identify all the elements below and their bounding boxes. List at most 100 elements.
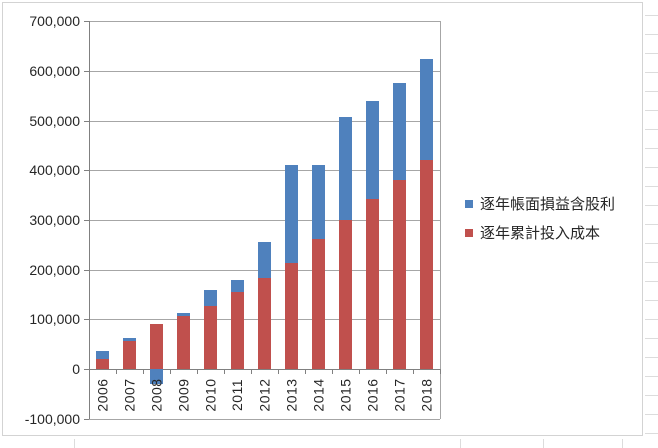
category-tick <box>143 369 144 374</box>
category-label: 2008 <box>148 378 165 412</box>
category-tick <box>440 369 441 374</box>
y-axis-tick <box>84 369 89 370</box>
bar-segment-2013[interactable] <box>285 165 298 264</box>
sheet-cell-border <box>645 262 658 263</box>
sheet-cell-border <box>645 34 658 35</box>
bar-segment-2010[interactable] <box>204 305 217 369</box>
category-tick <box>332 369 333 374</box>
category-label-wrap: 2014 <box>310 372 328 418</box>
category-label: 2011 <box>229 378 246 412</box>
sheet-cell-border <box>645 148 658 149</box>
bar-segment-2014[interactable] <box>312 165 325 240</box>
y-axis-label: 100,000 <box>29 311 80 328</box>
sheet-cell-border <box>645 338 658 339</box>
sheet-cell-border <box>645 357 658 358</box>
y-axis-label: 200,000 <box>29 261 80 278</box>
bar-segment-2014[interactable] <box>312 239 325 369</box>
category-label-wrap: 2016 <box>364 372 382 418</box>
category-tick <box>224 369 225 374</box>
sheet-cell-border <box>645 15 658 16</box>
sheet-cell-border <box>645 224 658 225</box>
y-gridline <box>89 170 440 172</box>
sheet-cell-border <box>645 167 658 168</box>
bar-segment-2007[interactable] <box>123 337 136 342</box>
bar-segment-2018[interactable] <box>420 159 433 369</box>
bar-segment-2017[interactable] <box>393 82 406 181</box>
category-tick <box>359 369 360 374</box>
category-label: 2017 <box>391 378 408 412</box>
bar-segment-2006[interactable] <box>96 359 109 369</box>
legend-swatch-red <box>465 228 473 237</box>
y-axis-tick <box>84 70 89 72</box>
bar-segment-2006[interactable] <box>96 350 109 360</box>
bar-segment-2007[interactable] <box>123 341 136 369</box>
legend-item-profit[interactable]: 逐年帳面損益含股利 <box>465 193 615 214</box>
bar-segment-2016[interactable] <box>366 199 379 369</box>
y-gridline <box>89 70 440 72</box>
bar-segment-2013[interactable] <box>285 263 298 369</box>
legend-item-cost[interactable]: 逐年累計投入成本 <box>465 222 615 243</box>
sheet-cell-border <box>645 433 658 434</box>
category-tick <box>413 369 414 374</box>
category-label: 2018 <box>418 378 435 412</box>
sheet-cell-border <box>645 91 658 92</box>
bar-segment-2015[interactable] <box>339 117 352 220</box>
bar-segment-2017[interactable] <box>393 180 406 369</box>
bar-segment-2010[interactable] <box>204 290 217 306</box>
sheet-cell-border <box>645 53 658 54</box>
sheet-cell-border <box>645 110 658 111</box>
category-label: 2006 <box>94 378 111 412</box>
category-label-wrap: 2018 <box>418 372 436 418</box>
bar-segment-2008[interactable] <box>150 324 163 369</box>
category-label: 2012 <box>256 378 273 412</box>
y-axis-label: 500,000 <box>29 112 80 129</box>
bar-segment-2018[interactable] <box>420 59 433 160</box>
category-label: 2015 <box>337 378 354 412</box>
sheet-cell-border <box>645 129 658 130</box>
category-label-wrap: 2011 <box>229 372 247 418</box>
category-label-wrap: 2007 <box>121 372 139 418</box>
bar-segment-2009[interactable] <box>177 315 190 369</box>
y-gridline <box>89 219 440 221</box>
bar-segment-2016[interactable] <box>366 100 379 199</box>
sheet-cell-border <box>645 376 658 377</box>
category-tick <box>386 369 387 374</box>
y-axis-tick <box>84 418 89 420</box>
category-tick <box>305 369 306 374</box>
x-axis-line <box>89 369 440 370</box>
category-label-wrap: 2012 <box>256 372 274 418</box>
bar-segment-2009[interactable] <box>177 312 190 316</box>
sheet-cell-border <box>543 439 544 448</box>
y-gridline <box>89 418 440 420</box>
category-label: 2013 <box>283 378 300 412</box>
y-gridline <box>89 120 440 122</box>
category-label-wrap: 2013 <box>283 372 301 418</box>
y-axis-tick <box>84 269 89 271</box>
category-label: 2016 <box>364 378 381 412</box>
bar-segment-2011[interactable] <box>231 292 244 369</box>
y-axis-line <box>89 21 90 419</box>
sheet-cell-border <box>645 186 658 187</box>
bar-segment-2008[interactable] <box>150 369 163 384</box>
sheet-cell-border <box>645 395 658 396</box>
y-axis-label: 400,000 <box>29 162 80 179</box>
bar-segment-2011[interactable] <box>231 279 244 293</box>
bar-segment-2015[interactable] <box>339 219 352 369</box>
category-tick <box>170 369 171 374</box>
sheet-cell-border <box>622 439 623 448</box>
legend-label-profit: 逐年帳面損益含股利 <box>480 196 616 213</box>
y-axis-label: 600,000 <box>29 62 80 79</box>
category-label-wrap: 2009 <box>175 372 193 418</box>
sheet-cell-border <box>645 319 658 320</box>
category-tick <box>278 369 279 374</box>
sheet-cell-border <box>645 243 658 244</box>
y-axis-tick <box>84 319 89 321</box>
bar-segment-2012[interactable] <box>258 242 271 279</box>
category-label: 2010 <box>202 378 219 412</box>
sheet-cell-border <box>645 72 658 73</box>
y-axis-label: 700,000 <box>29 13 80 30</box>
y-axis-tick <box>84 21 89 23</box>
bar-segment-2012[interactable] <box>258 278 271 369</box>
